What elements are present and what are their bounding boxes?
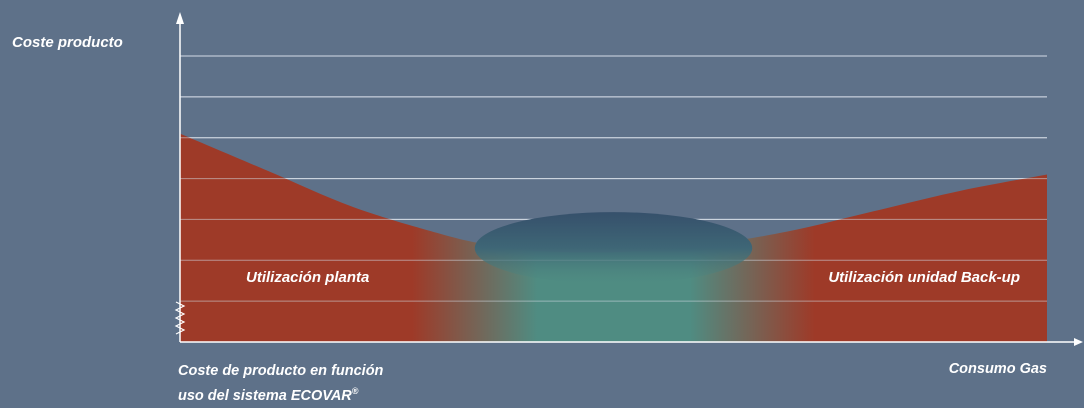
axis-break-zigzag: [174, 301, 186, 335]
x-axis-label: Consumo Gas: [949, 361, 1047, 377]
optimal-zone-ellipse: [474, 212, 753, 285]
region-left-label: Utilización planta: [246, 269, 369, 286]
caption-line-2: uso del sistema ECOVAR®: [178, 386, 359, 404]
x-axis-arrow: [1074, 338, 1083, 346]
cost-area: [180, 133, 1047, 342]
caption-line-2-text: uso del sistema ECOVAR: [178, 388, 352, 404]
region-right-label: Utilización unidad Back-up: [828, 269, 1020, 286]
y-axis-label: Coste producto: [12, 34, 123, 51]
y-axis-arrow: [176, 12, 184, 24]
registered-mark: ®: [352, 386, 359, 396]
caption-line-1: Coste de producto en función: [178, 363, 384, 379]
